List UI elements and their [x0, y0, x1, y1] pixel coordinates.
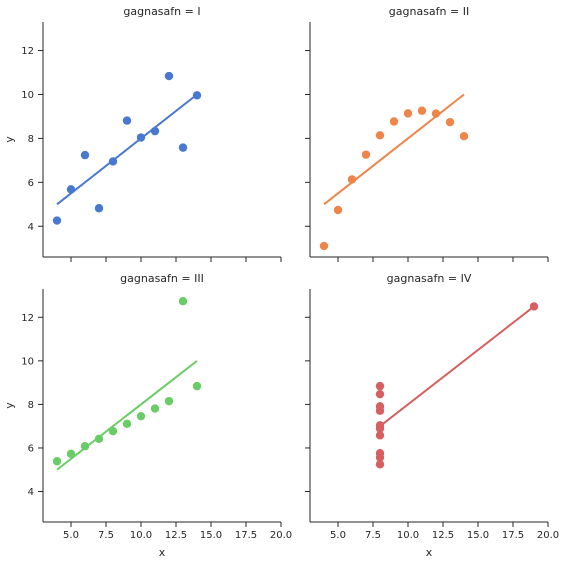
data-point	[122, 419, 132, 428]
facet-panel-2: gagnasafn = II	[305, 5, 549, 262]
x-tick-label: 20.0	[537, 530, 559, 541]
panel-title: gagnasafn = I	[123, 5, 200, 18]
x-tick-label: 12.5	[432, 530, 454, 541]
data-point	[319, 241, 329, 251]
y-tick-label: 8	[28, 134, 34, 145]
x-tick-label: 10.0	[397, 530, 419, 541]
x-tick-label: 15.0	[200, 530, 222, 541]
data-point	[178, 296, 188, 306]
y-tick-label: 4	[28, 222, 34, 233]
regression-line	[379, 305, 535, 427]
data-point	[333, 205, 343, 215]
data-point	[361, 150, 371, 159]
data-point	[403, 109, 413, 118]
x-tick-label: 7.5	[98, 530, 114, 541]
data-point	[150, 126, 160, 136]
data-point	[52, 216, 62, 225]
y-tick-label: 10	[21, 90, 34, 101]
data-point	[389, 117, 399, 126]
data-point	[66, 185, 76, 194]
y-tick-label: 12	[21, 46, 34, 57]
data-point	[375, 402, 385, 411]
data-point	[94, 204, 104, 213]
x-tick-label: 5.0	[330, 530, 346, 541]
data-point	[375, 431, 385, 440]
data-point	[150, 404, 160, 413]
x-tick-label: 20.0	[270, 530, 292, 541]
data-point	[529, 302, 539, 311]
y-tick-label: 6	[28, 178, 34, 189]
data-point	[108, 426, 118, 436]
x-tick-label: 12.5	[165, 530, 187, 541]
data-point	[375, 460, 385, 469]
regression-line	[56, 360, 198, 471]
y-tick-label: 6	[28, 443, 34, 454]
data-point	[375, 131, 385, 140]
x-axis-label: x	[426, 546, 433, 559]
data-point	[192, 91, 202, 100]
data-point	[52, 457, 62, 466]
data-point	[375, 424, 385, 433]
y-tick-label: 8	[28, 400, 34, 411]
data-point	[94, 434, 104, 444]
data-point	[66, 449, 76, 459]
x-tick-label: 17.5	[235, 530, 257, 541]
data-point	[108, 157, 118, 166]
x-tick-label: 5.0	[63, 530, 79, 541]
data-point	[192, 381, 202, 391]
data-point	[375, 453, 385, 462]
y-tick-label: 10	[21, 356, 34, 367]
x-tick-label: 17.5	[502, 530, 524, 541]
data-point	[417, 106, 427, 115]
panel-title: gagnasafn = II	[389, 5, 469, 18]
y-axis-label: y	[3, 136, 16, 143]
facet-panel-3: gagnasafn = III 5.0 7.5 10.0 12.5 15.0 17.5 20.…	[3, 272, 292, 559]
x-tick-label: 7.5	[365, 530, 381, 541]
data-point	[136, 133, 146, 142]
y-axis-label: y	[3, 402, 16, 409]
data-point	[164, 71, 174, 81]
data-point	[459, 132, 469, 141]
data-point	[80, 442, 90, 451]
x-tick-label: 10.0	[130, 530, 152, 541]
x-tick-label: 15.0	[467, 530, 489, 541]
y-tick-label: 12	[21, 313, 34, 324]
regression-line	[56, 93, 198, 206]
data-point	[347, 175, 357, 184]
data-point	[178, 143, 188, 152]
data-point	[80, 150, 90, 160]
regression-line	[323, 93, 465, 206]
facet-panel-1: gagnasafn = I 4 6 8 10 12 y	[3, 5, 282, 262]
data-point	[122, 116, 132, 125]
facet-panel-4: gagnasafn = IV 5.0 7.5 10.0 12.5 15.0 17.5 20.0…	[305, 272, 559, 559]
data-point	[136, 411, 146, 421]
x-axis-label: x	[159, 546, 166, 559]
data-point	[375, 381, 385, 391]
y-tick-label: 4	[28, 487, 34, 498]
data-point	[375, 389, 385, 399]
data-point	[445, 117, 455, 127]
data-point	[164, 396, 174, 406]
panel-title: gagnasafn = III	[120, 272, 204, 285]
panel-title: gagnasafn = IV	[387, 272, 472, 285]
data-point	[431, 109, 441, 118]
